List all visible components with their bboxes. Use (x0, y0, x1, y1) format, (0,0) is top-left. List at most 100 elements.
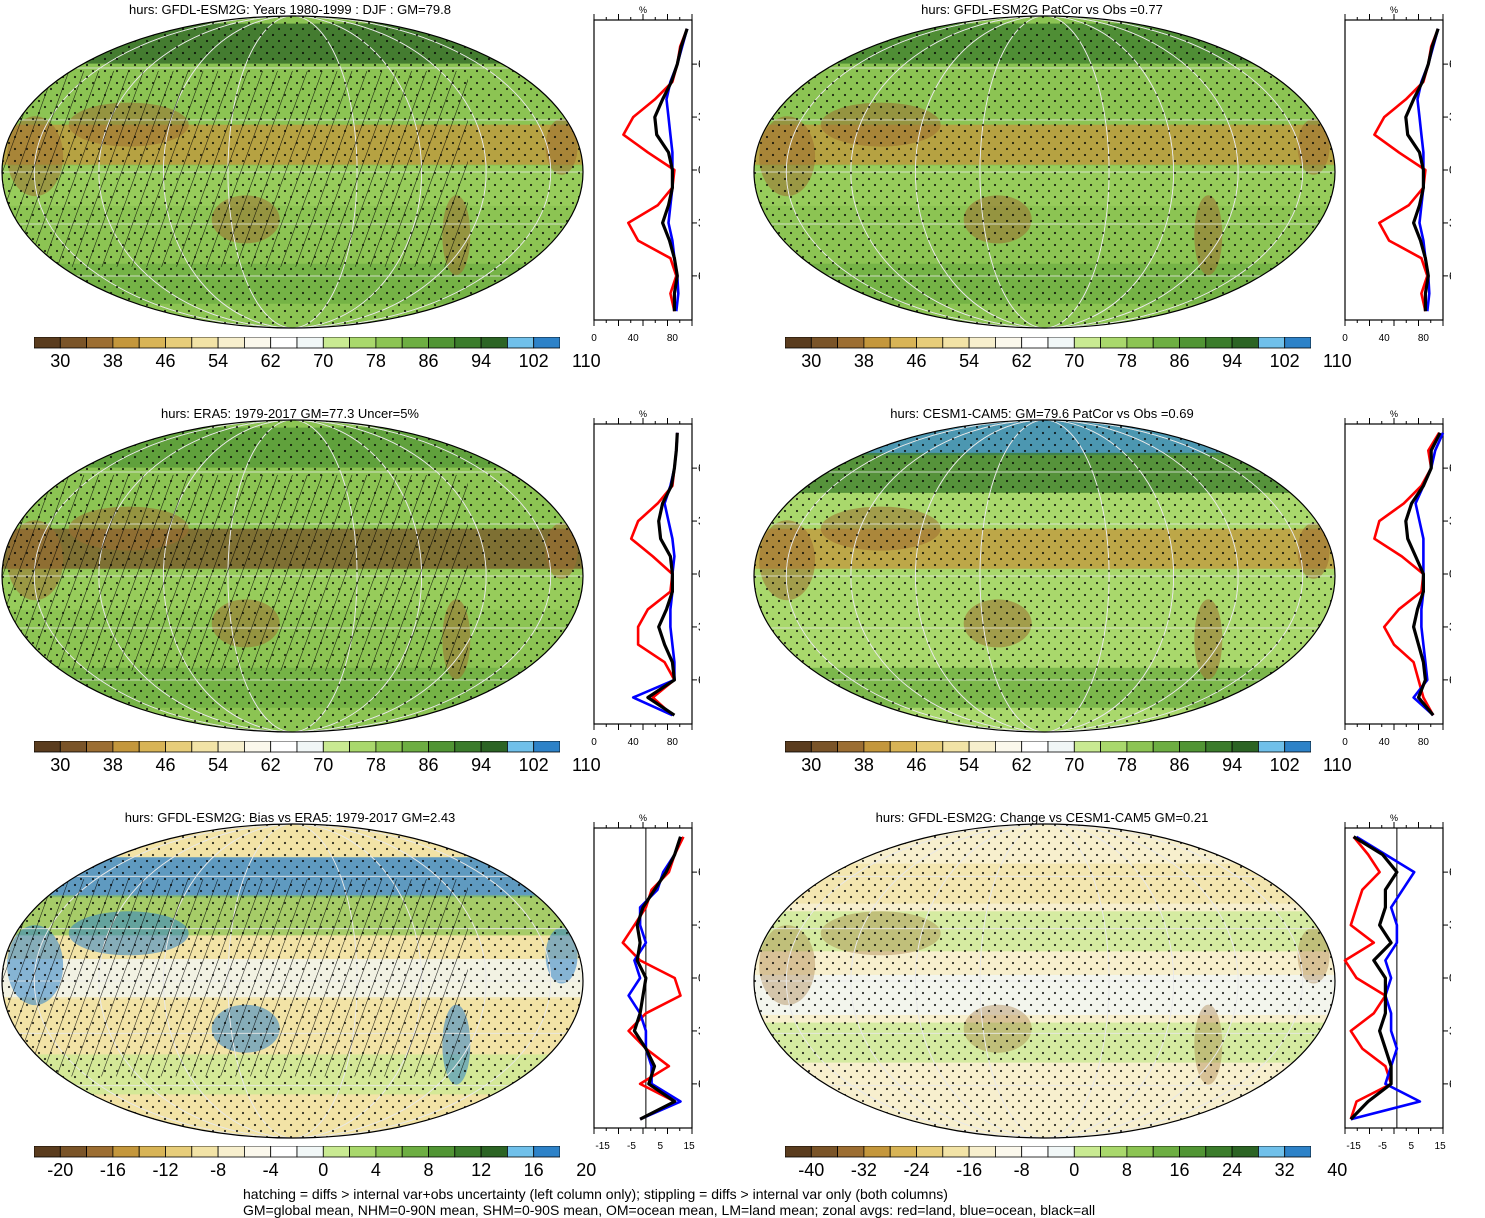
colorbar-swatch (217, 741, 245, 753)
latitude-tick-label: 30S (698, 216, 700, 230)
map-panel (1, 823, 584, 1139)
colorbar-tick-label: 62 (260, 351, 281, 371)
colorbar-tick-label: 46 (155, 351, 176, 371)
colorbar-swatch (296, 741, 324, 753)
colorbar (34, 1146, 560, 1158)
zonal-line-land (1343, 835, 1393, 1120)
x-tick-label: 40 (1379, 737, 1391, 748)
colorbar-swatch (322, 337, 350, 349)
colorbar-swatch (942, 1146, 970, 1158)
colorbar-swatch (138, 741, 166, 753)
colorbar-swatch (1257, 741, 1286, 753)
latitude-tick-label: 0 (1449, 163, 1451, 177)
panel-title: hurs: GFDL-ESM2G: Bias vs ERA5: 1979-201… (124, 810, 456, 825)
x-tick-label: 0 (591, 333, 597, 344)
colorbar-labels: -40 -32 -24 -16 -8 0 8 16 24 32 40 (785, 1160, 1347, 1182)
zonal-line-ocean (1350, 835, 1422, 1121)
unit-label: % (1390, 409, 1398, 419)
colorbar-tick-label: 16 (1169, 1160, 1190, 1180)
colorbar-tick-label: 86 (418, 755, 439, 775)
colorbar-tick-label: 78 (1116, 755, 1137, 775)
colorbar-swatch (112, 337, 140, 349)
colorbar-tick-label: 94 (1222, 351, 1243, 371)
colorbar-swatch (968, 1146, 996, 1158)
x-tick-label: 80 (1418, 737, 1430, 748)
colorbar-tick-label: 0 (318, 1160, 329, 1180)
colorbar (785, 741, 1311, 753)
colorbar-tick-label: 16 (523, 1160, 544, 1180)
colorbar-tick-label: 94 (471, 755, 492, 775)
latitude-tick-label: 60S (698, 1077, 700, 1091)
colorbar-tick-label: 86 (1169, 755, 1190, 775)
latitude-tick-label: 30N (698, 918, 700, 932)
colorbar-swatch (401, 741, 429, 753)
x-tick-label: 80 (667, 333, 679, 344)
colorbar (34, 337, 560, 349)
colorbar-swatch (375, 337, 403, 349)
colorbar-swatch (270, 337, 298, 349)
panel-title: hurs: GFDL-ESM2G: Change vs CESM1-CAM5 G… (875, 810, 1209, 825)
colorbar-swatch (375, 1146, 403, 1158)
colorbar-swatch (837, 337, 865, 349)
zonal-line-all (1404, 28, 1440, 312)
colorbar-swatch (86, 741, 114, 753)
colorbar-swatch (1047, 1146, 1075, 1158)
colorbar-swatch (968, 337, 996, 349)
colorbar-swatch (270, 741, 298, 753)
latitude-tick-label: 60S (698, 673, 700, 687)
colorbar-swatch (86, 1146, 114, 1158)
colorbar-swatch (1231, 741, 1259, 753)
colorbar-swatch (112, 741, 140, 753)
colorbar-tick-label: 32 (1274, 1160, 1295, 1180)
colorbar-tick-label: 102 (1269, 755, 1300, 775)
colorbar-swatch (1100, 741, 1128, 753)
panel-title: hurs: ERA5: 1979-2017 GM=77.3 Uncer=5% (161, 406, 419, 421)
colorbar-swatch (942, 337, 970, 349)
colorbar-tick-label: 102 (518, 755, 549, 775)
unit-label: % (1390, 813, 1398, 823)
colorbar-swatch (1179, 337, 1207, 349)
colorbar-swatch (533, 741, 560, 753)
unit-label: % (1390, 5, 1398, 15)
colorbar-swatch (533, 1146, 560, 1158)
colorbar-tick-label: 8 (423, 1160, 434, 1180)
colorbar-swatch (810, 337, 838, 349)
colorbar-tick-label: 30 (50, 755, 71, 775)
panel-title: hurs: GFDL-ESM2G PatCor vs Obs =0.77 (921, 2, 1163, 17)
colorbar-tick-label: 30 (50, 351, 71, 371)
footnote-line-1: hatching = diffs > internal var+obs unce… (243, 1186, 948, 1202)
zonal-mean-plot: % 60N 30N 0 30S 60S 0 40 80 (591, 5, 700, 344)
colorbar-tick-label: 4 (370, 1160, 381, 1180)
colorbar-tick-label: 86 (1169, 351, 1190, 371)
colorbar-swatch (1047, 741, 1075, 753)
colorbar-swatch (428, 741, 456, 753)
colorbar-tick-label: 110 (1322, 755, 1352, 775)
colorbar-swatch (296, 1146, 324, 1158)
colorbar-tick-label: 70 (313, 351, 334, 371)
latitude-tick-label: 60N (1449, 865, 1451, 879)
latitude-tick-label: 60S (698, 269, 700, 283)
zonal-line-all (632, 836, 683, 1121)
colorbar-swatch (863, 1146, 891, 1158)
zonal-line-all (1404, 432, 1442, 717)
colorbar-swatch (916, 337, 944, 349)
zonal-mean-plot: % 60N 30N 0 30S 60S -15 -5 5 15 (1343, 813, 1451, 1152)
colorbar-swatch (916, 1146, 944, 1158)
zonal-line-all (653, 28, 689, 312)
latitude-tick-label: 30S (1449, 1024, 1451, 1038)
colorbar-tick-label: 40 (1327, 1160, 1348, 1180)
colorbar-tick-label: 86 (418, 351, 439, 371)
colorbar-swatch (994, 337, 1023, 349)
colorbar-swatch (1179, 741, 1207, 753)
colorbar-swatch (401, 337, 429, 349)
latitude-tick-label: 60S (1449, 673, 1451, 687)
colorbar-labels: 30 38 46 54 62 70 78 86 94 102 110 (34, 351, 600, 373)
colorbar-swatch (1021, 741, 1049, 753)
colorbar-swatch (1152, 741, 1180, 753)
colorbar-tick-label: 70 (1064, 755, 1085, 775)
colorbar-tick-label: -4 (262, 1160, 279, 1180)
latitude-tick-label: 30N (698, 514, 700, 528)
colorbar-tick-label: -24 (903, 1160, 930, 1180)
colorbar-swatch (837, 741, 865, 753)
latitude-tick-label: 30N (1449, 918, 1451, 932)
